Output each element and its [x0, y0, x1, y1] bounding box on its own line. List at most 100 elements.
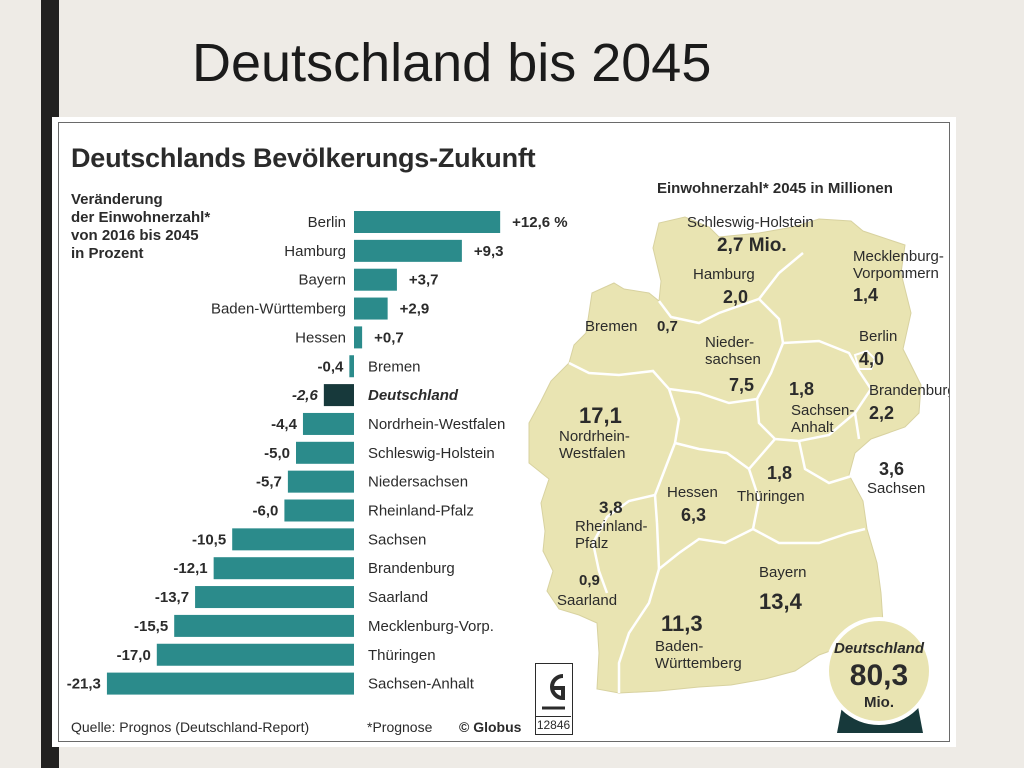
- value-label: +9,3: [474, 243, 504, 260]
- map-state-name: Brandenburg: [869, 382, 950, 399]
- chart-subtitle-line: Veränderung: [71, 191, 163, 208]
- map-state-border: [617, 568, 661, 693]
- map-state-value: 2,0: [723, 287, 748, 307]
- chart-subtitle-line: von 2016 bis 2045: [71, 227, 199, 244]
- value-label: +3,7: [409, 272, 439, 289]
- map-state-value: 0,9: [579, 572, 600, 589]
- map-state-value: 7,5: [729, 375, 754, 395]
- slide-title: Deutschland bis 2045: [192, 33, 712, 93]
- map-state-border: [755, 342, 856, 443]
- value-label: -2,6: [292, 387, 319, 404]
- value-label: -15,5: [134, 618, 168, 635]
- map-state-border: [758, 252, 804, 300]
- map-state-name: Anhalt: [791, 419, 834, 436]
- bar: [174, 614, 354, 637]
- map-state-border: [590, 273, 608, 287]
- bar: [287, 470, 354, 493]
- map-state-value: 3,6: [879, 459, 904, 479]
- category-label: Sachsen: [368, 531, 426, 548]
- category-label: Sachsen-Anhalt: [368, 676, 475, 693]
- map-berlin-area: [853, 349, 877, 370]
- map-state-name: Sachsen-: [791, 402, 854, 419]
- bar: [354, 211, 501, 233]
- category-label: Niedersachsen: [368, 474, 468, 491]
- map-state-border: [658, 297, 785, 344]
- globus-number: 12846: [536, 716, 571, 732]
- bar: [354, 297, 388, 320]
- category-label: Schleswig-Holstein: [368, 445, 495, 462]
- map-state-border: [655, 468, 761, 572]
- category-label: Baden-Württemberg: [211, 301, 346, 318]
- map-state-value: 2,7 Mio.: [717, 235, 787, 256]
- map-state-border: [674, 438, 776, 471]
- category-label: Hessen: [295, 329, 346, 346]
- infographic-panel: Schleswig-Holstein 2,7 Mio. Mecklenburg- Vo…: [52, 117, 956, 747]
- bar: [349, 355, 354, 378]
- bar: [323, 384, 354, 407]
- map-state-border: [568, 361, 758, 405]
- map-state-border: [752, 527, 866, 545]
- map-state-name: Westfalen: [559, 445, 625, 462]
- category-label: Berlin: [308, 214, 346, 231]
- value-label: -21,3: [67, 676, 101, 693]
- source-note: Quelle: Prognos (Deutschland-Report): [71, 719, 310, 735]
- bar: [213, 557, 354, 580]
- map-state-value: 0,7: [657, 318, 678, 335]
- value-label: +12,6 %: [512, 214, 567, 231]
- map-state-name: Hessen: [667, 484, 718, 501]
- map-state-value: 6,3: [681, 505, 706, 525]
- value-label: +2,9: [400, 301, 430, 318]
- value-label: -12,1: [173, 560, 207, 577]
- bar: [195, 586, 354, 609]
- map-state-value: 1,8: [789, 379, 814, 399]
- copyright-note: © Globus: [459, 719, 522, 735]
- bar: [302, 412, 354, 435]
- value-label: -4,4: [271, 416, 298, 433]
- bar: [296, 441, 354, 464]
- chart-subtitle-line: in Prozent: [71, 245, 144, 262]
- map-state-value: 17,1: [579, 403, 622, 428]
- map-state-name: Baden-: [655, 638, 703, 655]
- map-state-name: Nieder-: [705, 334, 754, 351]
- globus-logo: 12846: [535, 663, 573, 735]
- map-state-name: Hamburg: [693, 266, 755, 283]
- forecast-note: *Prognose: [367, 719, 433, 735]
- category-label: Brandenburg: [368, 560, 455, 577]
- map-state-name: Bremen: [585, 318, 638, 335]
- category-label: Bremen: [368, 358, 421, 375]
- map-state-name: Vorpommern: [853, 265, 939, 282]
- total-badge-value: 80,3: [850, 659, 908, 692]
- category-label: Mecklenburg-Vorp.: [368, 618, 494, 635]
- category-label: Thüringen: [368, 647, 436, 664]
- category-label: Hamburg: [284, 243, 346, 260]
- map-state-name: Berlin: [859, 328, 897, 345]
- value-label: +0,7: [374, 329, 404, 346]
- bar: [232, 528, 354, 551]
- value-label: -6,0: [253, 503, 279, 520]
- total-badge-unit: Mio.: [864, 694, 894, 711]
- category-label: Deutschland: [368, 387, 459, 404]
- map-title: Einwohnerzahl* 2045 in Millionen: [657, 180, 893, 197]
- map-state-name: Württemberg: [655, 655, 742, 672]
- bar: [354, 268, 397, 291]
- bar: [106, 672, 354, 695]
- map-state-name: sachsen: [705, 351, 761, 368]
- map-state-name: Saarland: [557, 592, 617, 609]
- map-state-value: 13,4: [759, 589, 803, 614]
- infographic-frame: Schleswig-Holstein 2,7 Mio. Mecklenburg- Vo…: [58, 122, 950, 742]
- map-state-name: Mecklenburg-: [853, 248, 944, 265]
- bar: [354, 239, 462, 262]
- globus-g-icon: [542, 674, 565, 710]
- value-label: -5,0: [264, 445, 290, 462]
- map-state-value: 4,0: [859, 349, 884, 369]
- category-label: Nordrhein-Westfalen: [368, 416, 505, 433]
- value-label: -0,4: [318, 358, 345, 375]
- map-state-value: 11,3: [661, 611, 703, 636]
- germany-map-outline: [528, 216, 922, 694]
- value-label: -10,5: [192, 531, 226, 548]
- total-badge-name: Deutschland: [834, 640, 925, 657]
- map-state-border: [591, 493, 656, 594]
- map-state-value: 1,8: [767, 463, 792, 483]
- map-state-name: Bayern: [759, 564, 807, 581]
- category-label: Bayern: [298, 272, 346, 289]
